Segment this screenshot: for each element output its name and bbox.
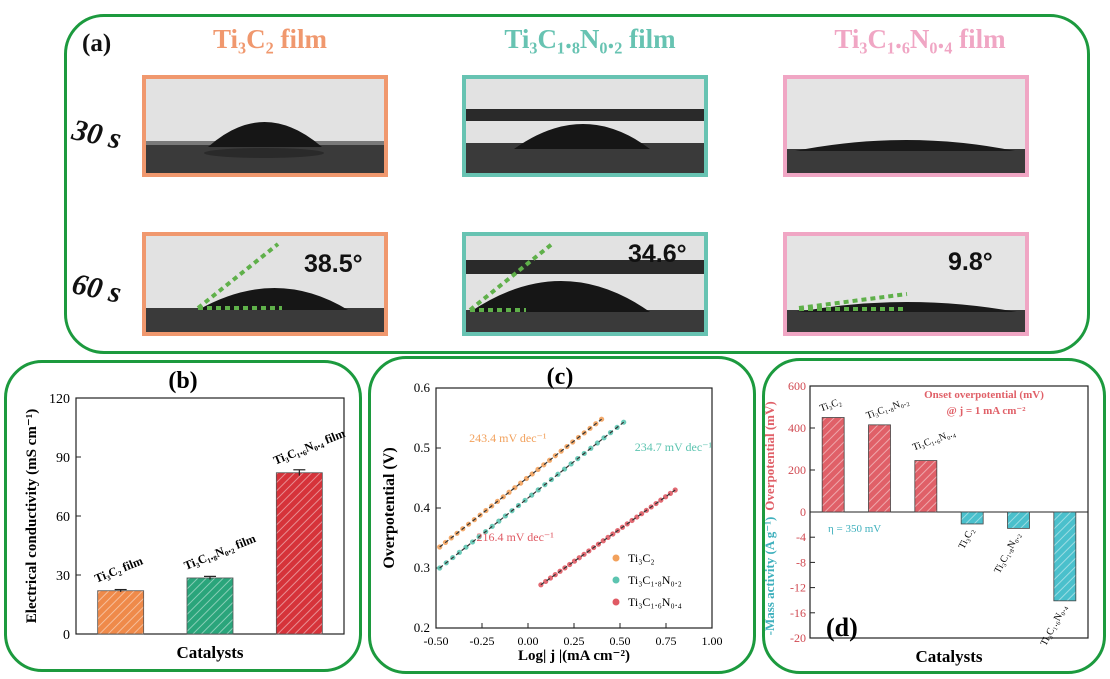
panel-c-label: (c) <box>547 364 574 390</box>
tafel-slope-label-c: 234.7 mV dec⁻¹ <box>635 440 713 454</box>
bar-label-bottom-d: Ti₃C₁.₆N₀.₄ <box>1039 603 1070 648</box>
tafel-slope-label-c: 216.4 mV dec⁻¹ <box>476 530 554 544</box>
plot-frame-c <box>436 388 712 628</box>
bar-b <box>98 591 144 634</box>
droplet-image-film1-60s <box>142 232 388 336</box>
panel-a-label: (a) <box>82 30 111 58</box>
x-tick-label-c: -0.50 <box>424 634 449 648</box>
y-tick-label-c: 0.6 <box>414 380 431 395</box>
y-tick-label-b: 30 <box>56 569 70 584</box>
droplet-image-film1-30s <box>142 75 388 177</box>
annotation-eta-d: η = 350 mV <box>828 523 881 535</box>
legend-marker-c <box>613 555 620 562</box>
contact-angle-film2: 34.6° <box>628 240 687 269</box>
bar-top-d <box>915 461 937 512</box>
x-tick-label-c: 0.00 <box>518 634 539 648</box>
bar-bottom-d <box>1054 512 1076 601</box>
bar-label-b: Ti₃C₁.₆N₀.₄ film <box>271 426 347 467</box>
x-tick-label-c: 0.50 <box>610 634 631 648</box>
x-tick-label-c: -0.25 <box>470 634 495 648</box>
droplet-image-film3-30s <box>783 75 1029 177</box>
bar-label-b: Ti₃C₂ film <box>93 554 145 586</box>
x-tick-label-c: 1.00 <box>702 634 723 648</box>
x-axis-title-c: Log| j |(mA cm⁻²) <box>518 648 630 664</box>
film-title-1: Ti₃C₂ film <box>150 24 390 55</box>
y-axis-title-bottom-d: -Mass activity (A g⁻¹) <box>764 517 777 636</box>
x-tick-label-c: 0.75 <box>656 634 677 648</box>
bar-top-d <box>822 418 844 513</box>
y-tick-label-top-d: 600 <box>788 379 806 393</box>
y-tick-label-b: 90 <box>56 451 70 466</box>
bar-label-bottom-d: Ti₃C₁.₈N₀.₂ <box>992 531 1023 576</box>
bar-label-b: Ti₃C₁.₈N₀.₂ film <box>182 531 258 572</box>
bar-label-bottom-d: Ti₃C₂ <box>957 526 977 551</box>
film-title-3: Ti₃C₁.₆N₀.₄ film <box>770 24 1070 55</box>
annotation-onset-d: Onset overpotential (mV) <box>924 389 1044 401</box>
panel-b-label: (b) <box>168 368 197 394</box>
y-tick-label-c: 0.4 <box>414 500 431 515</box>
legend-marker-c <box>613 599 620 606</box>
y-axis-title-c: Overpotential (V) <box>381 447 398 568</box>
x-axis-title-d: Catalysts <box>915 647 982 666</box>
y-tick-label-b: 120 <box>49 392 70 407</box>
bar-bottom-d <box>1008 512 1030 528</box>
legend-marker-c <box>613 577 620 584</box>
bar-label-top-d: Ti₃C₁.₈N₀.₂ <box>865 396 911 422</box>
y-tick-label-c: 0.3 <box>414 560 430 575</box>
y-tick-label-top-d: 0 <box>800 505 806 519</box>
y-axis-title-top-d: Overpotential (mV) <box>764 401 777 510</box>
contact-angle-film3: 9.8° <box>948 248 993 277</box>
film-title-2: Ti₃C₁.₈N₀.₂ film <box>440 24 740 55</box>
y-tick-label-top-d: 400 <box>788 421 806 435</box>
y-tick-label-c: 0.5 <box>414 440 430 455</box>
panel-d-label: (d) <box>826 613 858 642</box>
y-tick-label-bottom-d: -20 <box>790 631 806 645</box>
droplet-image-film2-30s <box>462 75 708 177</box>
y-tick-label-bottom-d: -8 <box>796 555 806 569</box>
tafel-slope-label-c: 243.4 mV dec⁻¹ <box>469 431 547 445</box>
bar-b <box>187 578 233 634</box>
contact-angle-film1: 38.5° <box>304 250 363 279</box>
legend-label-c: Ti₃C₁.₆N₀.₄ <box>628 595 682 609</box>
legend-label-c: Ti₃C₂ <box>628 551 655 565</box>
y-axis-title-b: Electrical conductivity (mS cm⁻¹) <box>24 409 40 623</box>
y-tick-label-bottom-d: -4 <box>796 530 806 544</box>
y-tick-label-b: 60 <box>56 510 70 525</box>
bar-top-d <box>869 425 891 512</box>
y-tick-label-bottom-d: -16 <box>790 606 806 620</box>
y-tick-label-c: 0.2 <box>414 620 430 635</box>
bar-label-top-d: Ti₃C₂ <box>818 396 843 414</box>
legend-label-c: Ti₃C₁.₈N₀.₂ <box>628 573 682 587</box>
chart-c: (c) -0.50 -0.25 0.00 0.25 0.50 0.75 1.00 0.2 0.3 0… <box>370 358 754 672</box>
y-tick-label-bottom-d: -12 <box>790 581 806 595</box>
y-tick-label-top-d: 200 <box>788 463 806 477</box>
x-axis-title-b: Catalysts <box>176 643 243 662</box>
x-tick-label-c: 0.25 <box>564 634 585 648</box>
bar-label-top-d: Ti₃C₁.₆N₀.₄ <box>911 428 957 454</box>
bar-b <box>276 473 322 634</box>
bar-bottom-d <box>961 512 983 524</box>
y-tick-label-b: 0 <box>63 628 70 643</box>
chart-b: (b) 0 30 60 90 120 Ti₃C₂ film Ti₃C₁.₈N₀.₂ film T… <box>6 362 360 670</box>
annotation-current-d: @ j = 1 mA cm⁻² <box>946 405 1026 417</box>
